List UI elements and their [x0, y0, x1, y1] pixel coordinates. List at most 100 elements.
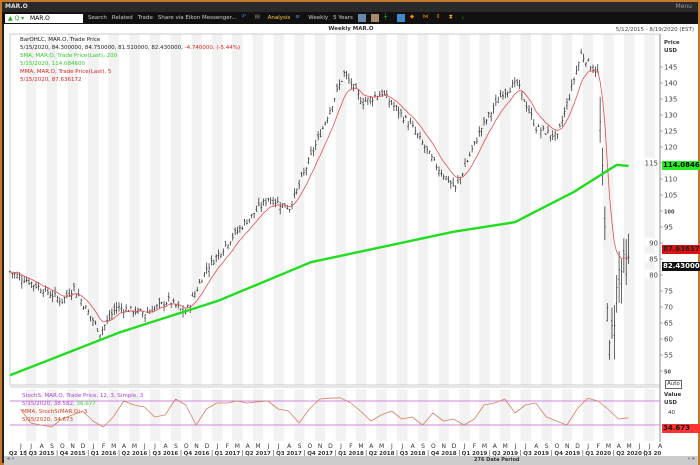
quarter-label: Q1 2019: [462, 451, 488, 456]
month-stripe: [644, 389, 655, 441]
quarter-label: Q1 2018: [338, 451, 364, 456]
settings-icon[interactable]: ≡: [295, 14, 300, 20]
pan-icon[interactable]: ◆: [409, 14, 415, 20]
month-stripe: [315, 389, 326, 441]
month-stripe: [396, 389, 408, 441]
quarter-label: Q2 2019: [492, 451, 518, 456]
zoom-box-icon[interactable]: [396, 14, 405, 22]
month-stripe: [46, 389, 58, 441]
hourglass-icon[interactable]: ⧗: [448, 14, 453, 20]
price-tick-label-bg: [645, 270, 659, 278]
auto-scale-button[interactable]: Auto: [665, 380, 682, 389]
share-button[interactable]: Share via Eikon Messenger...: [157, 15, 237, 21]
month-stripe: [25, 389, 37, 441]
up-arrow-icon: ▲ Q ▾: [8, 14, 25, 22]
search-button[interactable]: Search: [88, 15, 107, 21]
month-stripe: [212, 389, 223, 441]
stoch-legend: StochS, MAR.O, Trade Price, 12, 3, Simpl…: [22, 392, 143, 424]
stoch-axis-tick: 40: [668, 410, 675, 416]
month-label: M: [503, 443, 508, 450]
stoch-mma-title: MMA, StochS(MAR.O), 3: [22, 409, 88, 415]
month-stripe: [335, 389, 347, 441]
month-stripe: [355, 389, 367, 441]
related-menu[interactable]: Related: [111, 15, 133, 21]
quarter-label: Q4 2018: [431, 451, 457, 456]
price-tick-label: 130: [664, 112, 677, 120]
stoch-line: [20, 397, 629, 428]
overlay-icon[interactable]: [370, 14, 379, 22]
price-tick-label: 60: [664, 336, 673, 344]
month-stripe: [603, 34, 614, 385]
quarter-label: Q2 15: [9, 451, 27, 456]
month-label: D: [575, 443, 580, 450]
month-stripe: [232, 34, 243, 385]
month-label: D: [205, 443, 210, 450]
quarter-label: Q1 2016: [91, 451, 117, 456]
undo-icon[interactable]: ↶: [241, 14, 247, 20]
month-label: A: [411, 443, 416, 450]
month-label: N: [318, 443, 323, 450]
bar-legend-change: -4.740000, (-5.44%): [184, 45, 241, 51]
month-label: D: [328, 443, 333, 450]
quarter-label: Q1 2020: [585, 451, 611, 456]
interval-menu[interactable]: Weekly: [308, 15, 329, 21]
month-label: O: [307, 443, 312, 450]
folder-icon[interactable]: ▤: [254, 14, 260, 20]
time-scrollbar[interactable]: « ‹ 276 Data Period › »: [4, 456, 698, 465]
quarter-label: Q2 2016: [122, 451, 148, 456]
price-tick-label: 100: [664, 210, 675, 216]
month-stripe: [88, 389, 99, 441]
month-label: S: [174, 443, 178, 450]
month-label: M: [606, 443, 611, 450]
month-stripe: [541, 34, 552, 385]
month-label: J: [524, 443, 527, 450]
month-label: A: [122, 443, 127, 450]
price-legend: BarOHLC, MAR.O, Trade Price 5/15/2020, 8…: [20, 36, 240, 84]
quarter-label: Q3 2017: [276, 451, 302, 456]
scroll-left-button[interactable]: « ‹: [7, 456, 15, 462]
sma-value-tag: 114.0846: [662, 161, 700, 170]
month-label: J: [390, 443, 393, 450]
price-tick-label: 65: [664, 320, 673, 328]
price-tick-label: 125: [664, 128, 677, 136]
month-stripe: [417, 34, 429, 385]
analysis-menu[interactable]: Analysis: [267, 15, 291, 21]
title-bar: MAR.O Menu: [2, 2, 698, 12]
chart-type-icon[interactable]: [357, 14, 366, 22]
stoch-axis-title: Value: [664, 392, 682, 398]
month-stripe: [108, 34, 120, 385]
price-tick-label: 105: [664, 192, 677, 200]
month-label: D: [452, 443, 457, 450]
stoch-value-tag: 34.673: [662, 424, 700, 433]
month-label: J: [638, 443, 641, 450]
month-label: O: [184, 443, 189, 450]
price-tick-label: 135: [664, 96, 677, 104]
month-label: F: [349, 443, 353, 450]
month-label: J: [29, 443, 32, 450]
quarter-label: Q4 2019: [554, 451, 580, 456]
fit-vertical-icon[interactable]: ⇕: [435, 14, 441, 20]
month-stripe: [623, 389, 635, 441]
month-stripe: [294, 389, 305, 441]
sma-200-line: [9, 163, 629, 377]
quarter-label: Q3 2016: [153, 451, 179, 456]
ric-input[interactable]: ▲ Q ▾ MAR.O: [5, 13, 83, 23]
month-stripe: [108, 389, 120, 441]
trade-menu[interactable]: Trade: [137, 15, 153, 21]
month-stripe: [191, 389, 202, 441]
stoch-mma-value: 5/15/2020, 34.673: [22, 417, 73, 423]
fit-horizontal-icon[interactable]: ⋈: [422, 14, 429, 20]
month-stripe: [520, 34, 532, 385]
menu-button[interactable]: Menu: [675, 3, 692, 10]
month-stripe: [170, 34, 181, 385]
month-label: N: [70, 443, 75, 450]
month-stripe: [25, 34, 37, 385]
month-label: F: [473, 443, 477, 450]
crosshair-icon[interactable]: ┼: [383, 14, 388, 20]
select-icon[interactable]: ⌞: [461, 14, 465, 20]
period-menu[interactable]: 5 Years: [333, 15, 353, 21]
scroll-right-button[interactable]: › »: [687, 456, 695, 462]
month-stripe: [499, 389, 511, 441]
